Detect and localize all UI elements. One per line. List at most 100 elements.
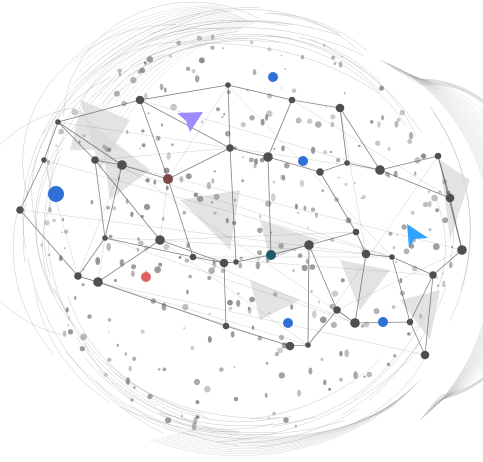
mesh-rim-line (93, 13, 237, 93)
scatter-dot (80, 333, 87, 341)
scatter-dot (140, 329, 145, 334)
scatter-dot (158, 368, 161, 371)
scatter-dot (198, 57, 205, 64)
scatter-dot (184, 258, 189, 263)
mesh-arc (158, 28, 242, 48)
network-node (350, 318, 360, 328)
scatter-dot (137, 237, 140, 242)
scatter-dot (222, 47, 224, 50)
scatter-dot (257, 250, 263, 256)
scatter-dot (233, 198, 237, 202)
scatter-dot (117, 68, 122, 73)
scatter-dot (377, 121, 381, 128)
scatter-dot (40, 243, 43, 247)
scatter-dot (233, 396, 239, 402)
scatter-dot (147, 112, 150, 115)
network-edge-faint (104, 237, 356, 324)
scatter-dot (281, 174, 286, 181)
scatter-dot (237, 292, 240, 295)
scatter-dot (223, 113, 226, 116)
scatter-dot (128, 365, 132, 372)
network-edge-faint (339, 107, 367, 255)
mesh-arc (67, 296, 206, 415)
mesh-rim-line (149, 379, 421, 456)
network-edge-faint (77, 164, 123, 277)
scatter-dot (331, 55, 335, 60)
scatter-dot (113, 90, 120, 97)
scatter-dot (79, 346, 85, 352)
scatter-dot (213, 211, 217, 215)
scatter-dot (230, 331, 235, 338)
network-edge (291, 99, 341, 109)
scatter-dot (280, 87, 282, 89)
scatter-dot (301, 264, 308, 272)
network-edge (379, 155, 439, 171)
network-node (445, 193, 455, 203)
scatter-dot (141, 129, 145, 133)
network-edge-faint (167, 84, 229, 180)
network-edge-faint (94, 159, 393, 258)
scatter-dot (163, 244, 170, 250)
scatter-dot (428, 228, 432, 232)
scatter-dot (401, 224, 407, 230)
accent-node (141, 272, 151, 282)
scatter-dot (170, 103, 178, 111)
scatter-dot (303, 205, 307, 211)
mesh-arc (22, 109, 61, 263)
scatter-dot (257, 258, 259, 261)
mesh-rim-line (197, 403, 397, 438)
network-edge-faint (97, 237, 106, 283)
scatter-dot (387, 174, 390, 178)
scatter-dot (336, 158, 341, 163)
scatter-dot (414, 171, 417, 176)
scatter-dot (163, 167, 170, 174)
scatter-dot (312, 310, 317, 319)
scatter-dot (131, 264, 136, 270)
mesh-rim-line (78, 8, 227, 73)
network-edge (307, 244, 310, 346)
network-edge (307, 309, 338, 346)
network-edge (235, 254, 272, 263)
network-node (41, 157, 47, 163)
scatter-dot (274, 352, 279, 357)
network-node (233, 259, 239, 265)
scatter-dot (64, 247, 66, 249)
scatter-dot (181, 414, 184, 418)
network-edge-faint (94, 159, 161, 241)
scatter-dot (190, 346, 195, 351)
scatter-dot (61, 231, 63, 234)
mesh-rim-line (383, 61, 483, 419)
scatter-dot (325, 106, 327, 108)
scatter-dot (252, 69, 257, 76)
network-edge (225, 325, 291, 347)
mesh-rim-line (87, 11, 233, 85)
scatter-dot (297, 389, 302, 397)
network-edge (365, 253, 393, 258)
scatter-dot (195, 415, 200, 419)
network-edge (139, 99, 231, 149)
mesh-rim-line (177, 393, 407, 445)
network-edge (270, 244, 310, 256)
network-edge (43, 121, 59, 161)
scatter-dot (328, 387, 332, 391)
mesh-arc (84, 356, 130, 400)
network-edge-faint (159, 239, 309, 346)
mesh-arc (95, 380, 196, 437)
mesh-rim-line (413, 80, 483, 400)
scatter-dot (360, 197, 363, 199)
mesh-rim-line (120, 22, 255, 129)
network-edge (409, 321, 426, 356)
scatter-dot (145, 178, 150, 183)
scatter-dot (65, 307, 69, 313)
scatter-dot (411, 265, 418, 272)
scatter-dot (277, 347, 283, 354)
network-edge-faint (432, 249, 463, 276)
scatter-dot (399, 110, 405, 116)
accent-node (268, 72, 278, 82)
scatter-dot (136, 247, 140, 252)
network-edge (139, 99, 169, 180)
network-edge-faint (307, 155, 439, 346)
scatter-dot (113, 279, 117, 282)
